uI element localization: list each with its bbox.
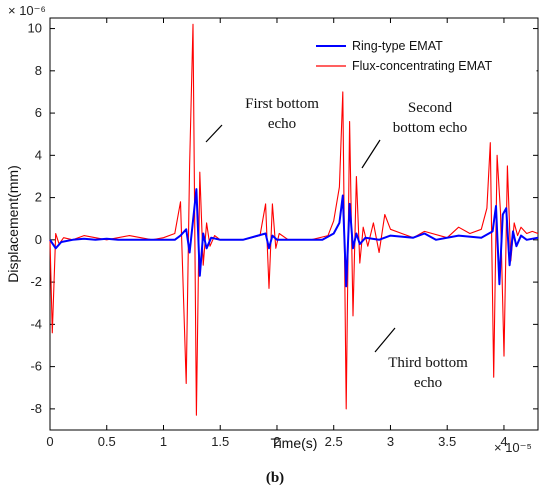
annotation-text: echo — [268, 116, 296, 132]
legend-label-flux-concentrating: Flux-concentrating EMAT — [352, 59, 492, 73]
y-tick-label: 6 — [35, 105, 42, 120]
y-tick-label: 4 — [35, 147, 42, 162]
x-tick-label: 2 — [273, 434, 280, 449]
x-tick-label: 3.5 — [438, 434, 456, 449]
legend-box — [301, 33, 537, 79]
y-tick-label: 0 — [35, 232, 42, 247]
annotation-pointer-first-bottom-echo — [205, 124, 223, 143]
axis-ticks: 0 0.5 1 1.5 2 2.5 3 3.5 4 -8 -6 -4 -2 0 2 4 6 8 10 — [28, 18, 538, 449]
x-tick-label: 4 — [500, 434, 507, 449]
y-tick-label: 8 — [35, 63, 42, 78]
y-axis-exponent: × 10⁻⁶ — [8, 3, 46, 18]
annotation-layer: First bottom echo Second bottom echo Third b… — [205, 96, 468, 391]
annotation-second-bottom-echo: Second bottom echo — [393, 100, 468, 136]
annotation-pointer-second-bottom-echo — [361, 139, 381, 169]
annotation-pointer-third-bottom-echo — [374, 327, 396, 353]
annotation-text: First bottom — [245, 96, 319, 112]
x-tick-label: 3 — [387, 434, 394, 449]
series-line-ring-type — [49, 188, 539, 288]
y-tick-label: -2 — [30, 274, 42, 289]
y-tick-label: -8 — [30, 401, 42, 416]
y-tick-label: -6 — [30, 359, 42, 374]
legend: Ring-type EMAT Flux-concentrating EMAT — [301, 33, 537, 79]
annotation-text: echo — [414, 375, 442, 391]
x-tick-label: 1 — [160, 434, 167, 449]
plot-area-frame — [49, 17, 539, 431]
annotation-third-bottom-echo: Third bottom echo — [388, 355, 468, 391]
y-tick-label: 10 — [28, 21, 42, 36]
x-tick-label: 2.5 — [325, 434, 343, 449]
series-line-flux-concentrating — [49, 23, 539, 416]
x-axis-label: Time(s) — [271, 435, 318, 451]
y-tick-label: 2 — [35, 190, 42, 205]
x-tick-label: 0.5 — [98, 434, 116, 449]
y-tick-label: -4 — [30, 316, 42, 331]
x-axis-exponent: × 10⁻⁵ — [494, 440, 532, 455]
annotation-first-bottom-echo: First bottom echo — [245, 96, 319, 132]
series-layer — [49, 23, 539, 416]
annotation-text: Third bottom — [388, 355, 468, 371]
y-axis-label: Displacement(mm) — [5, 165, 21, 282]
x-tick-label: 0 — [46, 434, 53, 449]
x-tick-label: 1.5 — [211, 434, 229, 449]
annotation-text: Second — [408, 100, 453, 116]
annotation-text: bottom echo — [393, 120, 468, 136]
panel-label: (b) — [266, 470, 284, 486]
legend-label-ring-type: Ring-type EMAT — [352, 39, 443, 53]
